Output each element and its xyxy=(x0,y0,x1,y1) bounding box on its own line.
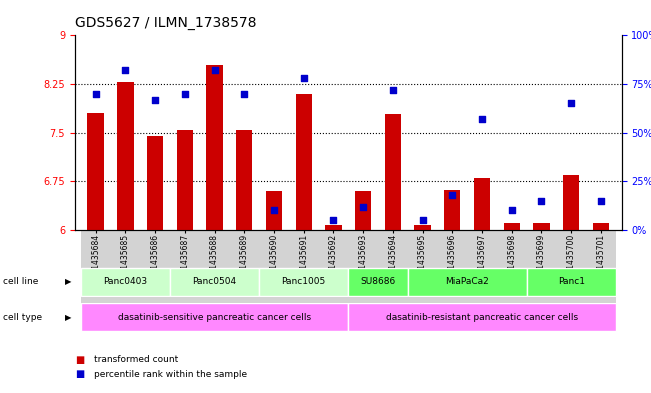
Bar xyxy=(563,175,579,230)
Bar xyxy=(236,130,253,230)
Text: Panc1: Panc1 xyxy=(558,277,585,286)
Bar xyxy=(467,230,497,304)
Bar xyxy=(140,230,170,304)
Bar xyxy=(326,225,342,230)
Bar xyxy=(533,224,549,230)
Text: Panc0403: Panc0403 xyxy=(104,277,147,286)
Bar xyxy=(385,114,401,230)
Point xyxy=(387,87,398,93)
Bar xyxy=(117,82,133,230)
Bar xyxy=(229,230,259,304)
Bar xyxy=(289,230,318,304)
Point xyxy=(596,198,606,204)
Bar xyxy=(81,268,170,296)
Point xyxy=(328,217,339,223)
Text: SU8686: SU8686 xyxy=(361,277,396,286)
Bar xyxy=(586,230,616,304)
Text: ■: ■ xyxy=(75,369,84,379)
Bar xyxy=(348,268,408,296)
Text: transformed count: transformed count xyxy=(94,355,178,364)
Point xyxy=(239,90,249,97)
Bar xyxy=(81,303,348,332)
Bar xyxy=(170,268,259,296)
Text: ▶: ▶ xyxy=(65,277,72,286)
Bar xyxy=(527,268,616,296)
Point xyxy=(150,96,160,103)
Bar xyxy=(87,113,104,230)
Bar xyxy=(378,230,408,304)
Bar xyxy=(415,225,431,230)
Text: cell type: cell type xyxy=(3,313,42,322)
Bar xyxy=(170,230,200,304)
Point xyxy=(566,100,576,107)
Bar xyxy=(81,230,111,304)
Bar xyxy=(504,224,520,230)
Bar xyxy=(266,191,282,230)
Bar xyxy=(348,303,616,332)
Point xyxy=(90,90,101,97)
Bar xyxy=(557,230,586,304)
Point xyxy=(417,217,428,223)
Point xyxy=(506,207,517,213)
Bar xyxy=(111,230,140,304)
Text: cell line: cell line xyxy=(3,277,38,286)
Point xyxy=(536,198,547,204)
Bar xyxy=(444,190,460,230)
Bar xyxy=(592,224,609,230)
Bar xyxy=(348,230,378,304)
Bar xyxy=(408,230,437,304)
Bar xyxy=(527,230,557,304)
Point xyxy=(447,192,458,198)
Bar xyxy=(497,230,527,304)
Bar xyxy=(355,191,371,230)
Point xyxy=(299,75,309,81)
Text: dasatinib-sensitive pancreatic cancer cells: dasatinib-sensitive pancreatic cancer ce… xyxy=(118,313,311,322)
Bar xyxy=(259,268,348,296)
Text: Panc0504: Panc0504 xyxy=(193,277,236,286)
Bar xyxy=(437,230,467,304)
Bar xyxy=(259,230,289,304)
Point xyxy=(120,67,131,73)
Bar xyxy=(296,94,312,230)
Bar xyxy=(474,178,490,230)
Bar xyxy=(200,230,229,304)
Bar xyxy=(318,230,348,304)
Text: Panc1005: Panc1005 xyxy=(282,277,326,286)
Point xyxy=(358,204,368,210)
Point xyxy=(210,67,220,73)
Text: MiaPaCa2: MiaPaCa2 xyxy=(445,277,489,286)
Text: dasatinib-resistant pancreatic cancer cells: dasatinib-resistant pancreatic cancer ce… xyxy=(386,313,578,322)
Text: percentile rank within the sample: percentile rank within the sample xyxy=(94,370,247,378)
Bar xyxy=(408,268,527,296)
Bar xyxy=(147,136,163,230)
Point xyxy=(180,90,190,97)
Bar xyxy=(176,130,193,230)
Text: ▶: ▶ xyxy=(65,313,72,322)
Point xyxy=(477,116,487,122)
Point xyxy=(269,207,279,213)
Text: GDS5627 / ILMN_1738578: GDS5627 / ILMN_1738578 xyxy=(75,16,256,30)
Bar xyxy=(206,64,223,230)
Text: ■: ■ xyxy=(75,354,84,365)
